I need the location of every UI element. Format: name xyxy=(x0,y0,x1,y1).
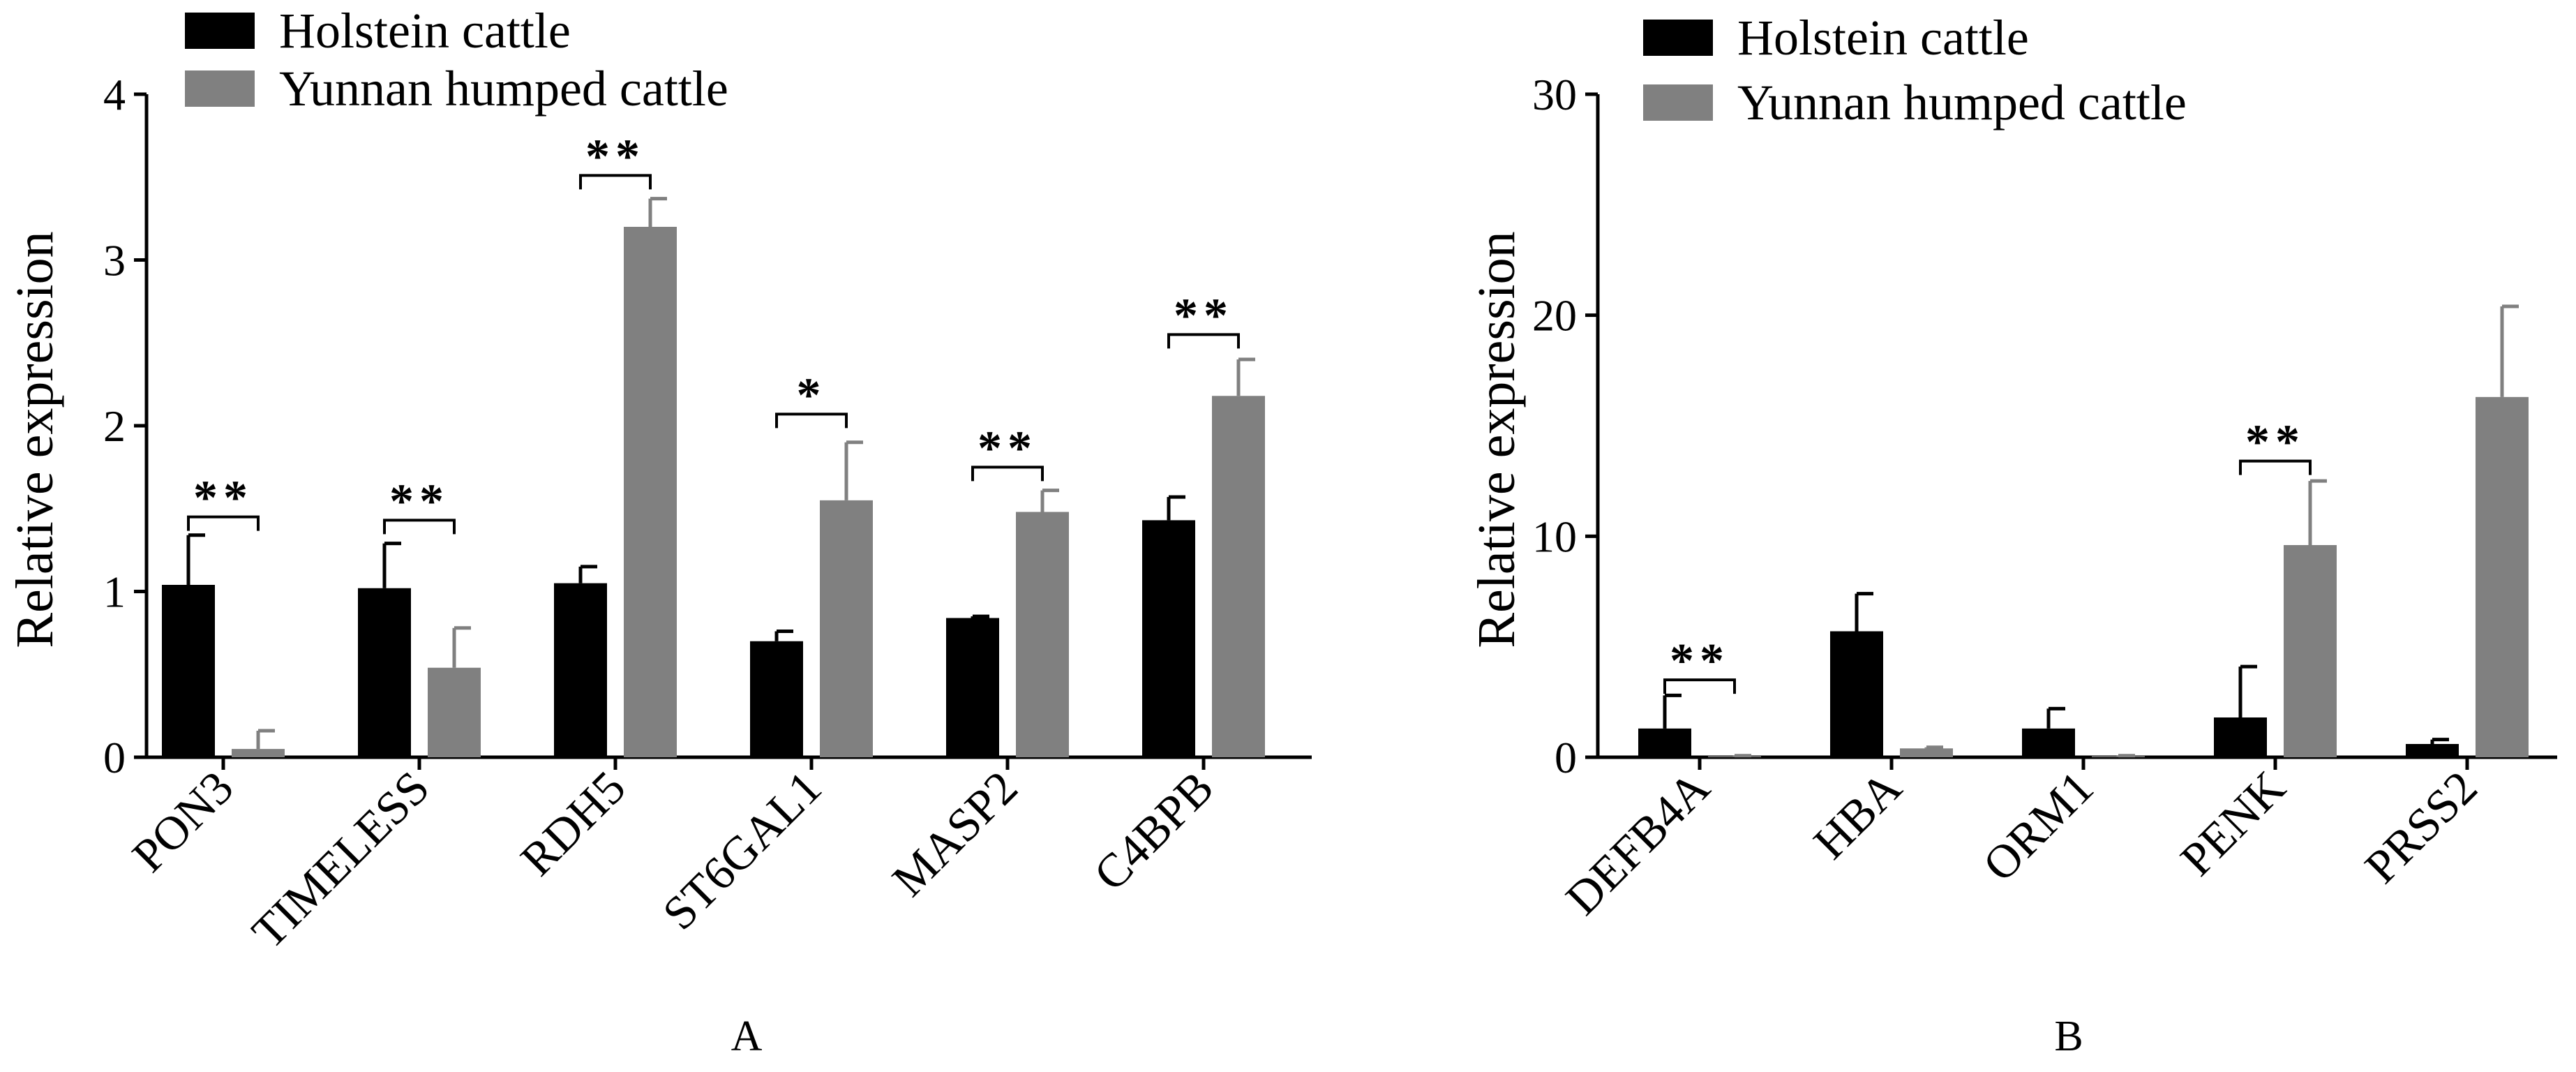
legend-label: Yunnan humped cattle xyxy=(1737,75,2187,131)
x-tick-label: DEFB4A xyxy=(1555,761,1719,925)
legend-swatch xyxy=(1643,84,1713,121)
bar xyxy=(2022,728,2075,757)
bar xyxy=(162,585,215,757)
y-tick-label: 4 xyxy=(103,70,126,119)
bar xyxy=(232,749,285,757)
bar xyxy=(428,667,481,757)
y-axis-label: Relative expression xyxy=(1467,231,1526,648)
x-tick-label: ORM1 xyxy=(1972,761,2103,891)
panel-label: A xyxy=(731,1013,763,1060)
bar xyxy=(1016,512,1069,757)
x-tick-label: HBA xyxy=(1803,761,1911,869)
bar xyxy=(2406,744,2459,757)
significance-label: ** xyxy=(1670,634,1730,688)
bar xyxy=(358,588,411,757)
x-tick-label: MASP2 xyxy=(882,761,1028,907)
significance-label: ** xyxy=(193,472,253,526)
bar xyxy=(624,227,677,757)
bar xyxy=(2476,396,2529,757)
significance-bracket xyxy=(971,466,1044,482)
bar xyxy=(946,618,999,757)
significance-label: ** xyxy=(978,422,1038,475)
significance-bracket xyxy=(2239,459,2312,475)
significance-bracket xyxy=(187,515,260,531)
y-tick-label: 1 xyxy=(103,567,126,617)
x-tick-label: PENK xyxy=(2170,761,2295,886)
legend-swatch xyxy=(185,70,255,107)
legend-label: Holstein cattle xyxy=(1737,10,2029,66)
x-tick-label: RDH5 xyxy=(510,761,635,886)
y-tick-label: 20 xyxy=(1532,291,1577,341)
y-tick-label: 0 xyxy=(103,733,126,782)
y-axis-label: Relative expression xyxy=(6,231,64,648)
x-tick-label: C4BPB xyxy=(1084,761,1224,901)
x-tick-label: TIMELESS xyxy=(241,761,439,958)
y-tick-label: 10 xyxy=(1532,512,1577,561)
legend-swatch xyxy=(185,13,255,49)
bar xyxy=(554,583,607,757)
chart-panel-b: 0 10 20 30 Relative expression DEFB4A HBA ORM1 P… xyxy=(1467,10,2557,1060)
bar xyxy=(2284,545,2337,757)
significance-label: ** xyxy=(585,130,645,184)
panel-label: B xyxy=(2054,1013,2083,1060)
x-tick-label: ST6GAL1 xyxy=(652,761,832,940)
bar xyxy=(2214,717,2267,757)
significance-label: ** xyxy=(2245,416,2305,470)
legend-swatch xyxy=(1643,20,1713,56)
y-tick-label: 30 xyxy=(1532,70,1577,119)
bar xyxy=(750,641,803,757)
legend-label: Yunnan humped cattle xyxy=(279,61,728,117)
bar xyxy=(1638,728,1691,757)
bar xyxy=(1142,520,1195,757)
significance-label: ** xyxy=(389,475,449,528)
significance-bracket xyxy=(383,519,456,535)
x-tick-label: PRSS2 xyxy=(2355,761,2487,893)
significance-bracket xyxy=(775,412,848,429)
x-tick-label: PON3 xyxy=(122,761,244,882)
significance-bracket xyxy=(1663,678,1736,694)
bar xyxy=(1900,748,1953,757)
significance-label: * xyxy=(797,368,827,422)
bar xyxy=(820,500,873,757)
y-tick-label: 2 xyxy=(103,401,126,451)
y-tick-label: 3 xyxy=(103,236,126,285)
bar xyxy=(1212,396,1265,757)
significance-bracket xyxy=(1167,333,1240,349)
significance-label: ** xyxy=(1174,289,1234,343)
significance-bracket xyxy=(579,174,652,190)
legend-label: Holstein cattle xyxy=(279,3,571,59)
bar xyxy=(1830,631,1883,757)
y-tick-label: 0 xyxy=(1555,733,1577,782)
